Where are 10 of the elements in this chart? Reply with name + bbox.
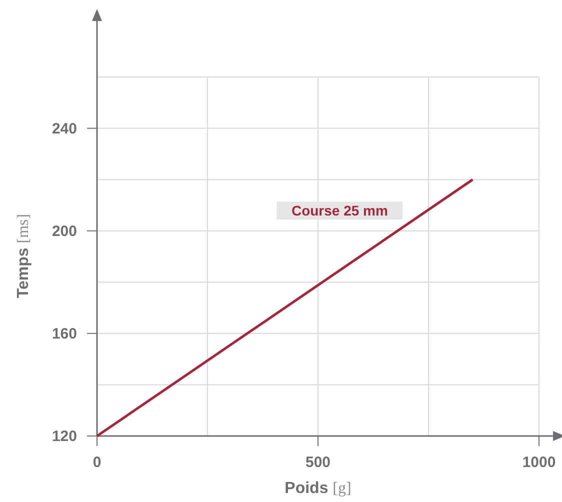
y-tick-label: 160	[52, 325, 77, 342]
x-tick-label: 1000	[522, 454, 556, 471]
y-tick-label: 120	[52, 428, 77, 445]
y-tick-label: 240	[52, 120, 77, 138]
y-tick-label: 200	[52, 222, 77, 240]
y-axis-title: Temps [ms]	[15, 214, 32, 298]
x-tick-label: 0	[92, 454, 102, 471]
x-axis-title: Poids [g]	[284, 480, 352, 497]
series-label: Course 25 mm	[291, 202, 388, 219]
x-tick-label: 500	[305, 454, 331, 471]
